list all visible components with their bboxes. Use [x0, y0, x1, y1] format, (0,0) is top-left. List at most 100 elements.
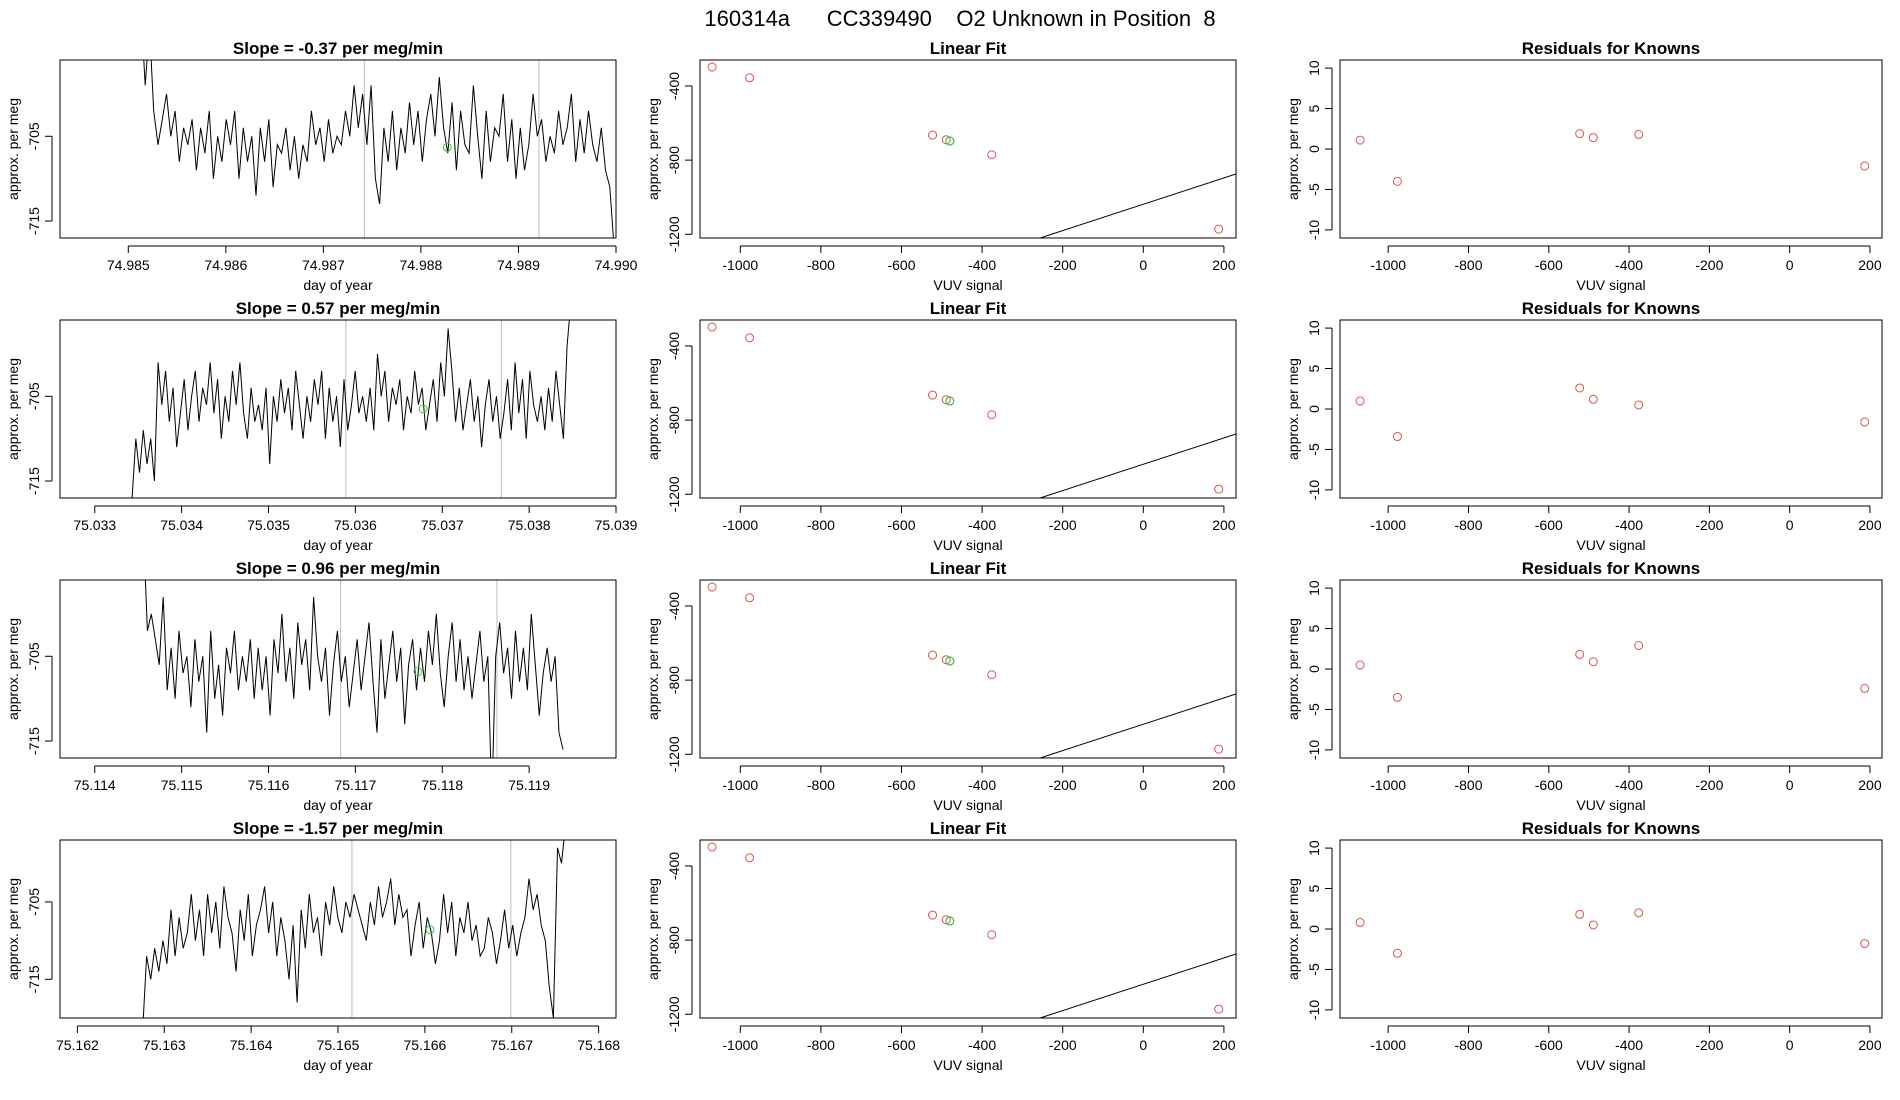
panel-2-1: Slope = 0.57 per meg/min 75.033 75.034 75.0…: [5, 299, 638, 553]
panel-3-3-known-point: [1575, 649, 1585, 659]
panels-grid: Slope = -0.37 per meg/min 74.985 74.986 74.…: [5, 39, 1883, 1073]
panel-3-1-x-tick-label: 75.117: [334, 777, 376, 793]
panel-4-2-known-point: [928, 910, 938, 920]
panel-3-2-known-point: [928, 650, 938, 660]
panel-4-2-x-tick-label: -1000: [722, 1037, 758, 1053]
panel-4-3-plot-area: [1355, 908, 1870, 958]
panel-1-2-y-tick-label: -800: [666, 146, 682, 174]
panel-2-3-x-tick-label: -600: [1535, 517, 1563, 533]
panel-2-1-y-axis-label: approx. per meg: [5, 358, 21, 460]
panel-2-1-title: Slope = 0.57 per meg/min: [236, 299, 441, 318]
panel-1-2-fit-line: [1038, 173, 1236, 238]
panel-4-2-title: Linear Fit: [930, 819, 1007, 838]
panel-1-3-known-point: [1588, 133, 1598, 143]
panel-2-3-known-point: [1575, 383, 1585, 393]
panel-2-1-x-tick-label: 75.035: [247, 517, 290, 533]
panel-3-3-x-tick-label: -400: [1615, 777, 1643, 793]
panel-1-1-x-axis-label: day of year: [303, 277, 373, 293]
panel-2-2-y-tick-label: -400: [666, 332, 682, 360]
panel-3-1-series-line: [144, 580, 564, 758]
panel-4-3-known-point: [1355, 918, 1365, 928]
panel-4-2-y-tick-label: -1200: [666, 996, 682, 1032]
panel-1-1-unknown-point: [442, 142, 452, 152]
panel-3-2-known-point: [745, 593, 755, 603]
panel-4-2-x-tick-label: -200: [1049, 1037, 1077, 1053]
panel-3-3-known-point: [1860, 683, 1870, 693]
panel-1-2-known-point: [987, 150, 997, 160]
panel-3-3-known-point: [1392, 692, 1402, 702]
panel-1-1-x-tick-label: 74.989: [497, 257, 540, 273]
panel-4-3-x-tick-label: -400: [1615, 1037, 1643, 1053]
panel-2-3-x-tick-label: -200: [1695, 517, 1723, 533]
panel-2-3-x-tick-label: -800: [1454, 517, 1482, 533]
panel-3-1-x-tick-label: 75.116: [248, 777, 290, 793]
panel-2-3-known-point: [1392, 432, 1402, 442]
panel-4-3-x-tick-label: -200: [1695, 1037, 1723, 1053]
panel-3-3-y-tick-label: -5: [1306, 703, 1322, 716]
panel-1-3-frame: [1339, 59, 1883, 239]
panel-2-3-y-tick-label: -10: [1306, 480, 1322, 500]
panel-4-2-known-point: [707, 842, 717, 852]
panel-1-2-x-tick-label: -1000: [722, 257, 758, 273]
panel-4-3-known-point: [1392, 948, 1402, 958]
panel-3-3-x-tick-label: 0: [1786, 777, 1794, 793]
panel-2-2-x-tick-label: 200: [1212, 517, 1236, 533]
panel-4-2-x-tick-label: -600: [887, 1037, 915, 1053]
panel-4-1-plot-area: [142, 840, 565, 1018]
panel-3-1-x-tick-label: 75.115: [161, 777, 203, 793]
panel-3-3-x-tick-label: -600: [1535, 777, 1563, 793]
panel-3-3-known-point: [1588, 657, 1598, 667]
panel-1-3: Residuals for Knowns-1000 -800 -600 -400 -20…: [1285, 39, 1883, 293]
panel-4-3-title: Residuals for Knowns: [1522, 819, 1701, 838]
panel-4-2-x-tick-label: 200: [1212, 1037, 1236, 1053]
panel-1-3-known-point: [1860, 161, 1870, 171]
panel-3-2-x-tick-label: -400: [968, 777, 996, 793]
panel-2-2-known-point: [987, 410, 997, 420]
panel-3-2-y-axis-label: approx. per meg: [645, 618, 661, 720]
panel-4-2-y-tick-label: -400: [666, 852, 682, 880]
panel-3-2-y-tick-label: -800: [666, 666, 682, 694]
panel-1-2-plot-area: [707, 62, 1236, 238]
panel-1-1-plot-area: [143, 60, 614, 238]
panel-1-2-frame: [699, 59, 1237, 239]
panel-2-3-x-tick-label: 200: [1858, 517, 1882, 533]
panel-2-1-x-tick-label: 75.036: [334, 517, 377, 533]
panel-3-2-x-tick-label: -600: [887, 777, 915, 793]
panel-2-3-x-tick-label: -400: [1615, 517, 1643, 533]
panel-1-1-frame: [59, 59, 617, 239]
panel-3-3-x-tick-label: -1000: [1370, 777, 1406, 793]
panel-1-3-known-point: [1355, 135, 1365, 145]
panel-4-3-x-tick-label: 0: [1786, 1037, 1794, 1053]
panel-4-2-x-tick-label: 0: [1139, 1037, 1147, 1053]
panel-1-1: Slope = -0.37 per meg/min 74.985 74.986 74.…: [5, 39, 638, 293]
panel-2-1-y-tick-label: -705: [26, 382, 42, 410]
panel-4-1-y-axis-label: approx. per meg: [5, 878, 21, 980]
panel-3-2-y-tick-label: -400: [666, 592, 682, 620]
panel-1-2-x-tick-label: -800: [807, 257, 835, 273]
panel-2-3: Residuals for Knowns-1000 -800 -600 -400 -20…: [1285, 299, 1883, 553]
panel-2-3-known-point: [1588, 394, 1598, 404]
panel-1-1-x-tick-label: 74.985: [107, 257, 150, 273]
panel-2-2-x-tick-label: 0: [1139, 517, 1147, 533]
panel-1-3-x-tick-label: -1000: [1370, 257, 1406, 273]
panel-1-3-y-tick-label: 5: [1306, 104, 1322, 112]
panel-3-2-plot-area: [707, 582, 1236, 758]
panel-1-2-known-point: [707, 62, 717, 72]
panel-4-3-y-tick-label: -5: [1306, 963, 1322, 976]
panel-2-3-y-tick-label: 10: [1306, 320, 1322, 336]
panel-3-1-x-tick-label: 75.119: [508, 777, 550, 793]
panel-4-2-x-tick-label: -400: [968, 1037, 996, 1053]
panel-3-3-y-tick-label: 10: [1306, 580, 1322, 596]
panel-1-3-y-axis-label: approx. per meg: [1285, 98, 1301, 200]
panel-4-1: Slope = -1.57 per meg/min 75.162 75.163 75.…: [5, 819, 620, 1073]
panel-3-3-y-tick-label: 0: [1306, 665, 1322, 673]
panel-4-3-x-tick-label: -1000: [1370, 1037, 1406, 1053]
panel-4-1-unknown-point: [425, 925, 435, 935]
panel-1-2-x-tick-label: 0: [1139, 257, 1147, 273]
panel-2-1-x-axis-label: day of year: [303, 537, 373, 553]
panel-2-1-series-line: [131, 320, 570, 498]
panel-4-2-known-point: [987, 930, 997, 940]
panel-1-1-y-tick-label: -715: [26, 207, 42, 235]
panel-4-3-known-point: [1575, 909, 1585, 919]
